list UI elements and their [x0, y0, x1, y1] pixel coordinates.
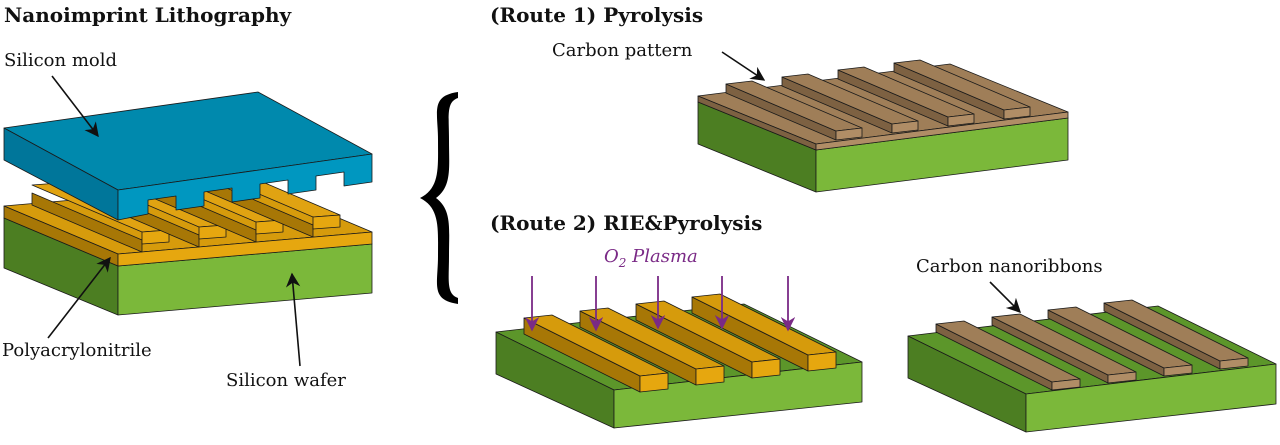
route1-carbon-ridges [725, 59, 1031, 141]
carbon-nanoribbon [1047, 306, 1193, 377]
route1-panel: (Route 1) Pyrolysis [490, 3, 1069, 193]
pan-ribbon [523, 314, 669, 393]
carbon-nanoribbon [991, 313, 1137, 384]
curly-brace [420, 92, 458, 304]
carbon-ridge [781, 73, 919, 134]
carbon-ridge [837, 66, 975, 127]
arrow-carbon-nanoribbons [989, 281, 1022, 314]
label-silicon-wafer: Silicon wafer [226, 370, 346, 391]
carbon-nanoribbons [935, 299, 1249, 391]
arrow-silicon-wafer [285, 272, 301, 367]
arrow-polyacrylonitrile [47, 256, 111, 339]
silicon-mold-block [3, 91, 373, 221]
pan-base-front [117, 231, 373, 267]
title-route1: (Route 1) Pyrolysis [490, 3, 703, 27]
arrow-silicon-mold [51, 75, 99, 138]
title-route2: (Route 2) RIE&Pyrolysis [490, 211, 762, 235]
title-nanoimprint: Nanoimprint Lithography [4, 3, 293, 27]
carbon-nanoribbon [935, 320, 1081, 391]
arrow-carbon-pattern [721, 51, 766, 81]
route2-panel: (Route 2) RIE&Pyrolysis [490, 211, 1277, 433]
plasma-arrows [524, 276, 796, 332]
label-silicon-mold: Silicon mold [4, 50, 117, 71]
mold-front-face [117, 153, 373, 221]
carbon-ridge [725, 80, 863, 141]
label-o2-plasma: O2 Plasma [604, 246, 698, 270]
label-carbon-nanoribbons: Carbon nanoribbons [916, 256, 1103, 277]
label-polyacrylonitrile: Polyacrylonitrile [2, 340, 152, 361]
carbon-nanoribbon [1103, 299, 1249, 370]
carbon-ridge [893, 59, 1031, 120]
label-carbon-pattern: Carbon pattern [552, 40, 693, 61]
nanoimprint-panel: Nanoimprint Lithography Silicon mold Pol… [2, 3, 373, 391]
pan-ribbon [579, 307, 725, 386]
